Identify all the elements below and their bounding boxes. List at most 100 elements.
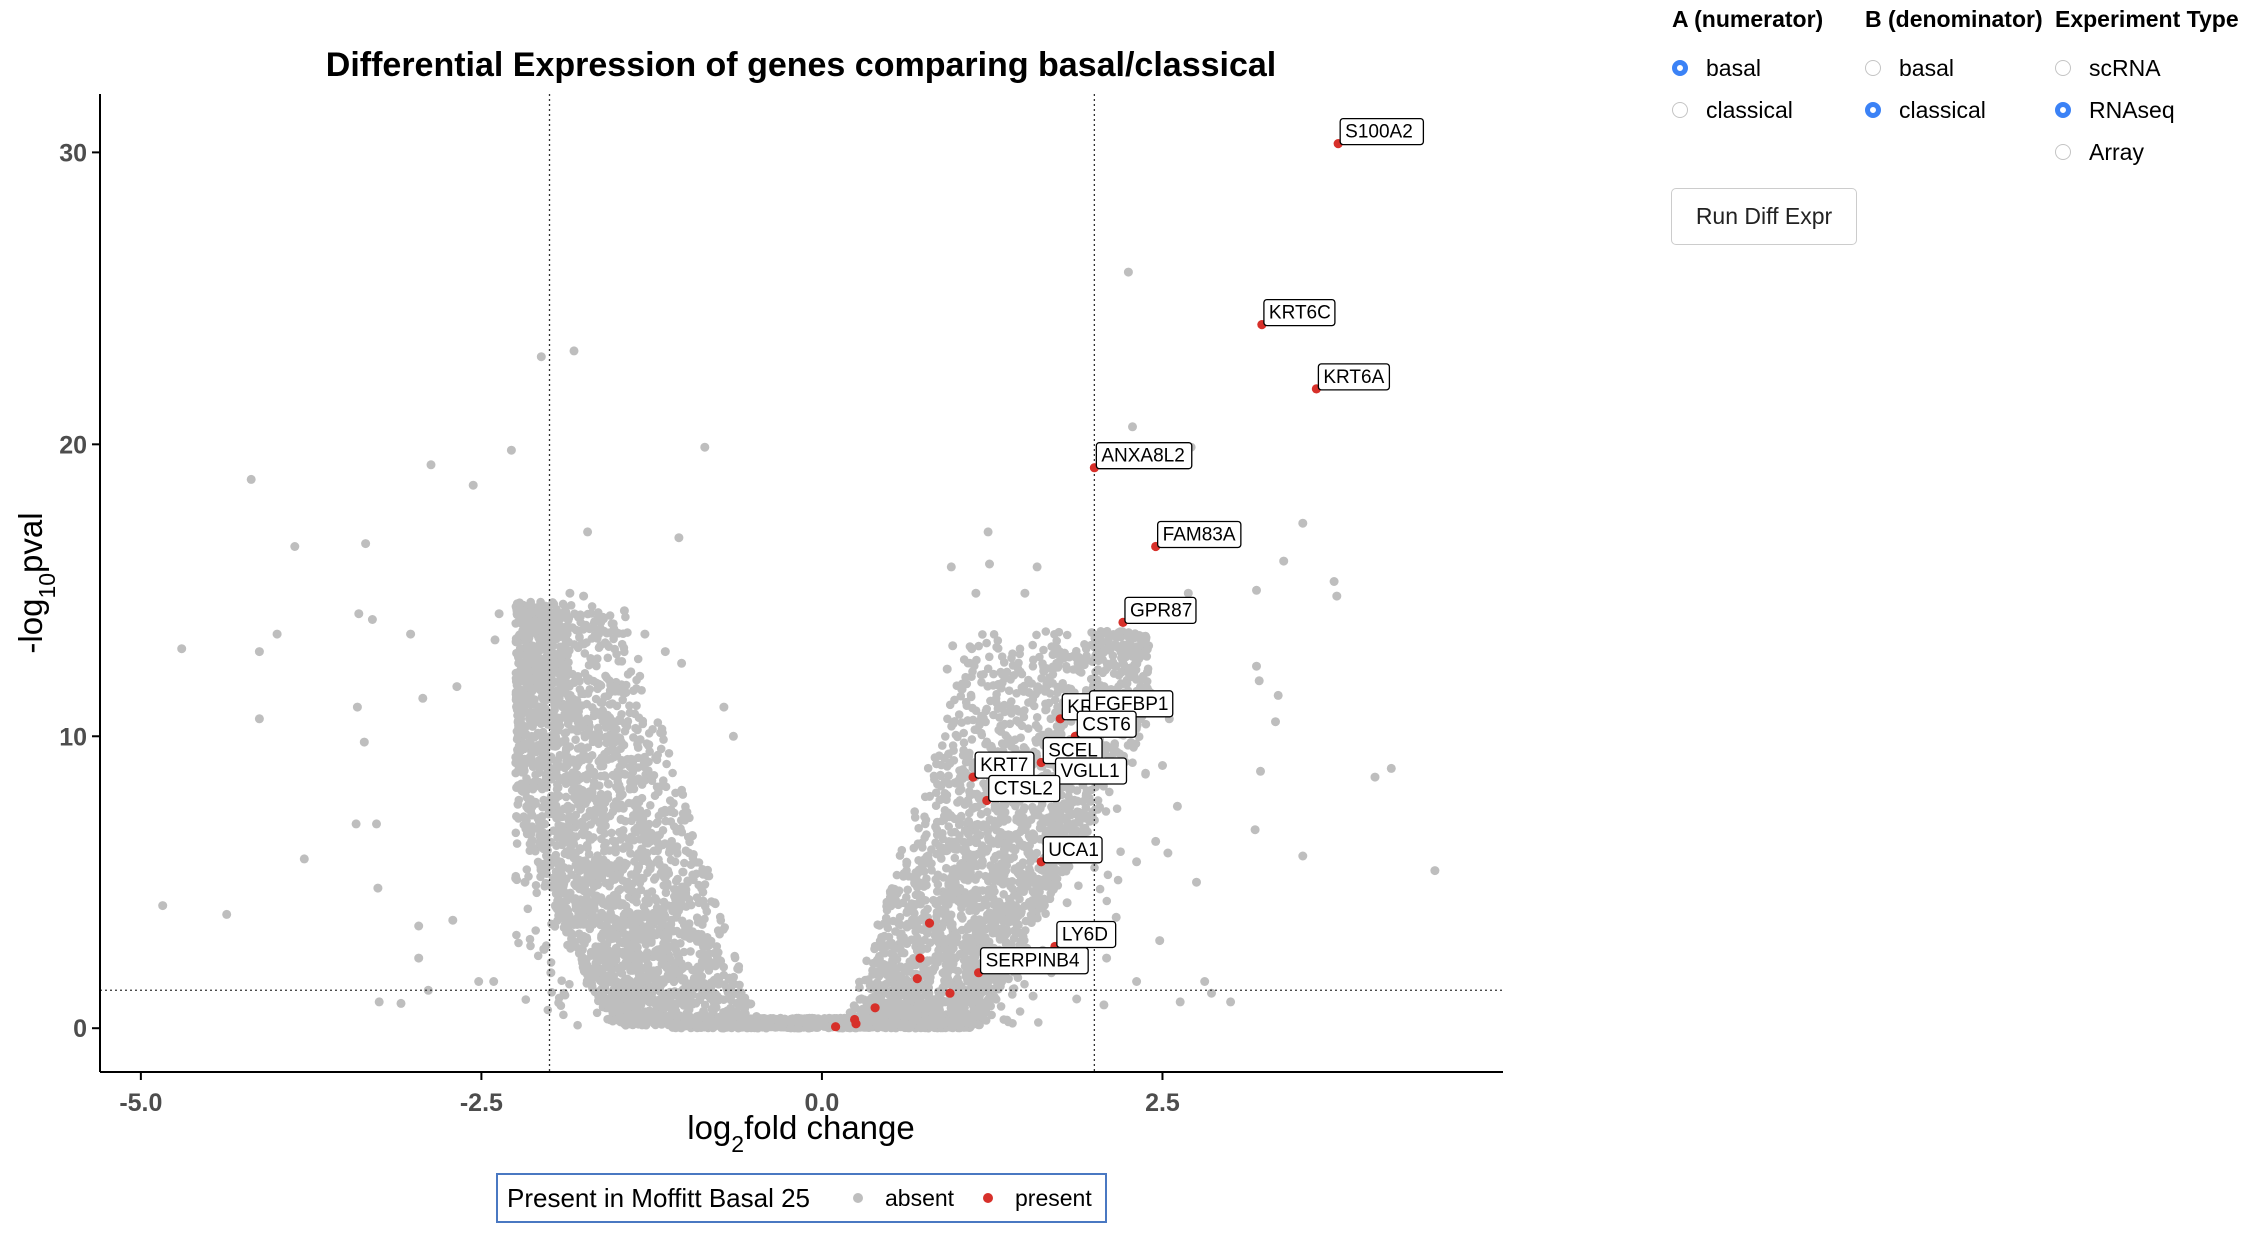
absent-point <box>632 675 641 685</box>
absent-point <box>551 712 561 722</box>
absent-point <box>603 653 613 663</box>
absent-point <box>716 916 726 925</box>
absent-point <box>618 876 628 885</box>
absent-point <box>652 837 661 846</box>
absent-point <box>692 893 702 902</box>
absent-point <box>933 779 942 789</box>
absent-point <box>609 737 619 747</box>
absent-point <box>608 948 617 958</box>
absent-point <box>681 846 691 855</box>
absent-point <box>573 726 582 736</box>
absent-point <box>587 751 597 760</box>
absent-point <box>596 920 605 930</box>
absent-point <box>1032 630 1041 640</box>
absent-point <box>669 1002 679 1011</box>
absent-point <box>511 768 520 778</box>
absent-point <box>632 795 642 805</box>
absent-point <box>539 868 548 878</box>
absent-point <box>623 949 633 958</box>
absent-point <box>560 920 570 929</box>
absent-points-layer <box>158 267 1440 1033</box>
absent-point <box>1046 714 1056 724</box>
absent-point <box>694 880 703 890</box>
absent-point <box>611 717 621 727</box>
absent-point <box>513 747 523 757</box>
absent-point <box>529 778 539 787</box>
absent-point <box>581 620 591 630</box>
absent-point <box>579 639 589 649</box>
absent-point <box>578 963 588 972</box>
absent-point <box>620 770 630 779</box>
absent-point <box>571 774 581 784</box>
absent-point <box>678 998 687 1008</box>
absent-point <box>633 804 642 814</box>
absent-point <box>677 785 686 795</box>
absent-point <box>511 828 521 838</box>
absent-point <box>626 849 635 858</box>
absent-point <box>670 938 679 948</box>
absent-point <box>693 934 703 943</box>
absent-point <box>564 624 573 633</box>
absent-point <box>597 955 607 964</box>
absent-point <box>656 744 666 754</box>
absent-point <box>593 796 603 805</box>
absent-point <box>628 922 637 932</box>
absent-point <box>659 776 668 785</box>
absent-point <box>562 671 571 681</box>
chart-title: Differential Expression of genes compari… <box>326 46 1276 84</box>
absent-point <box>616 784 625 794</box>
absent-point <box>514 719 524 728</box>
absent-point <box>726 995 735 1005</box>
absent-point <box>532 658 542 667</box>
absent-point <box>698 865 707 874</box>
absent-point <box>1102 896 1112 906</box>
absent-point <box>700 1000 710 1010</box>
absent-point <box>601 814 610 824</box>
absent-point <box>794 1023 803 1033</box>
absent-point <box>568 831 578 841</box>
absent-point <box>672 950 682 959</box>
absent-point <box>688 965 697 975</box>
absent-point <box>678 916 687 926</box>
absent-point <box>676 974 686 984</box>
absent-point <box>626 667 636 676</box>
absent-point <box>574 626 584 636</box>
absent-point <box>989 681 998 690</box>
absent-point <box>562 927 571 937</box>
absent-point <box>659 735 668 744</box>
absent-point <box>522 643 532 653</box>
absent-point <box>521 692 530 701</box>
absent-point <box>618 695 627 705</box>
absent-point <box>564 658 573 667</box>
absent-point <box>574 613 583 622</box>
absent-point <box>592 661 601 671</box>
absent-point <box>524 673 533 682</box>
absent-point <box>536 861 545 870</box>
absent-point <box>630 887 639 897</box>
absent-point <box>584 849 594 859</box>
absent-point <box>642 964 652 973</box>
absent-point <box>967 735 977 744</box>
absent-point <box>562 847 571 856</box>
absent-point <box>676 816 686 825</box>
absent-point <box>594 728 603 737</box>
absent-point <box>667 915 676 925</box>
absent-point <box>512 930 521 940</box>
absent-point <box>813 1020 822 1030</box>
absent-point <box>633 743 643 752</box>
absent-point <box>589 782 598 791</box>
absent-point <box>543 1005 553 1015</box>
absent-point <box>1015 1007 1025 1016</box>
absent-point <box>698 896 708 906</box>
absent-point <box>666 841 675 850</box>
absent-point <box>530 626 539 636</box>
absent-point <box>594 757 604 766</box>
absent-point <box>605 700 615 709</box>
absent-point <box>647 776 657 785</box>
absent-point <box>985 652 994 662</box>
absent-point <box>820 1020 830 1030</box>
absent-point <box>576 879 586 889</box>
absent-point <box>597 834 606 844</box>
absent-point <box>554 993 564 1003</box>
absent-point <box>634 849 643 858</box>
